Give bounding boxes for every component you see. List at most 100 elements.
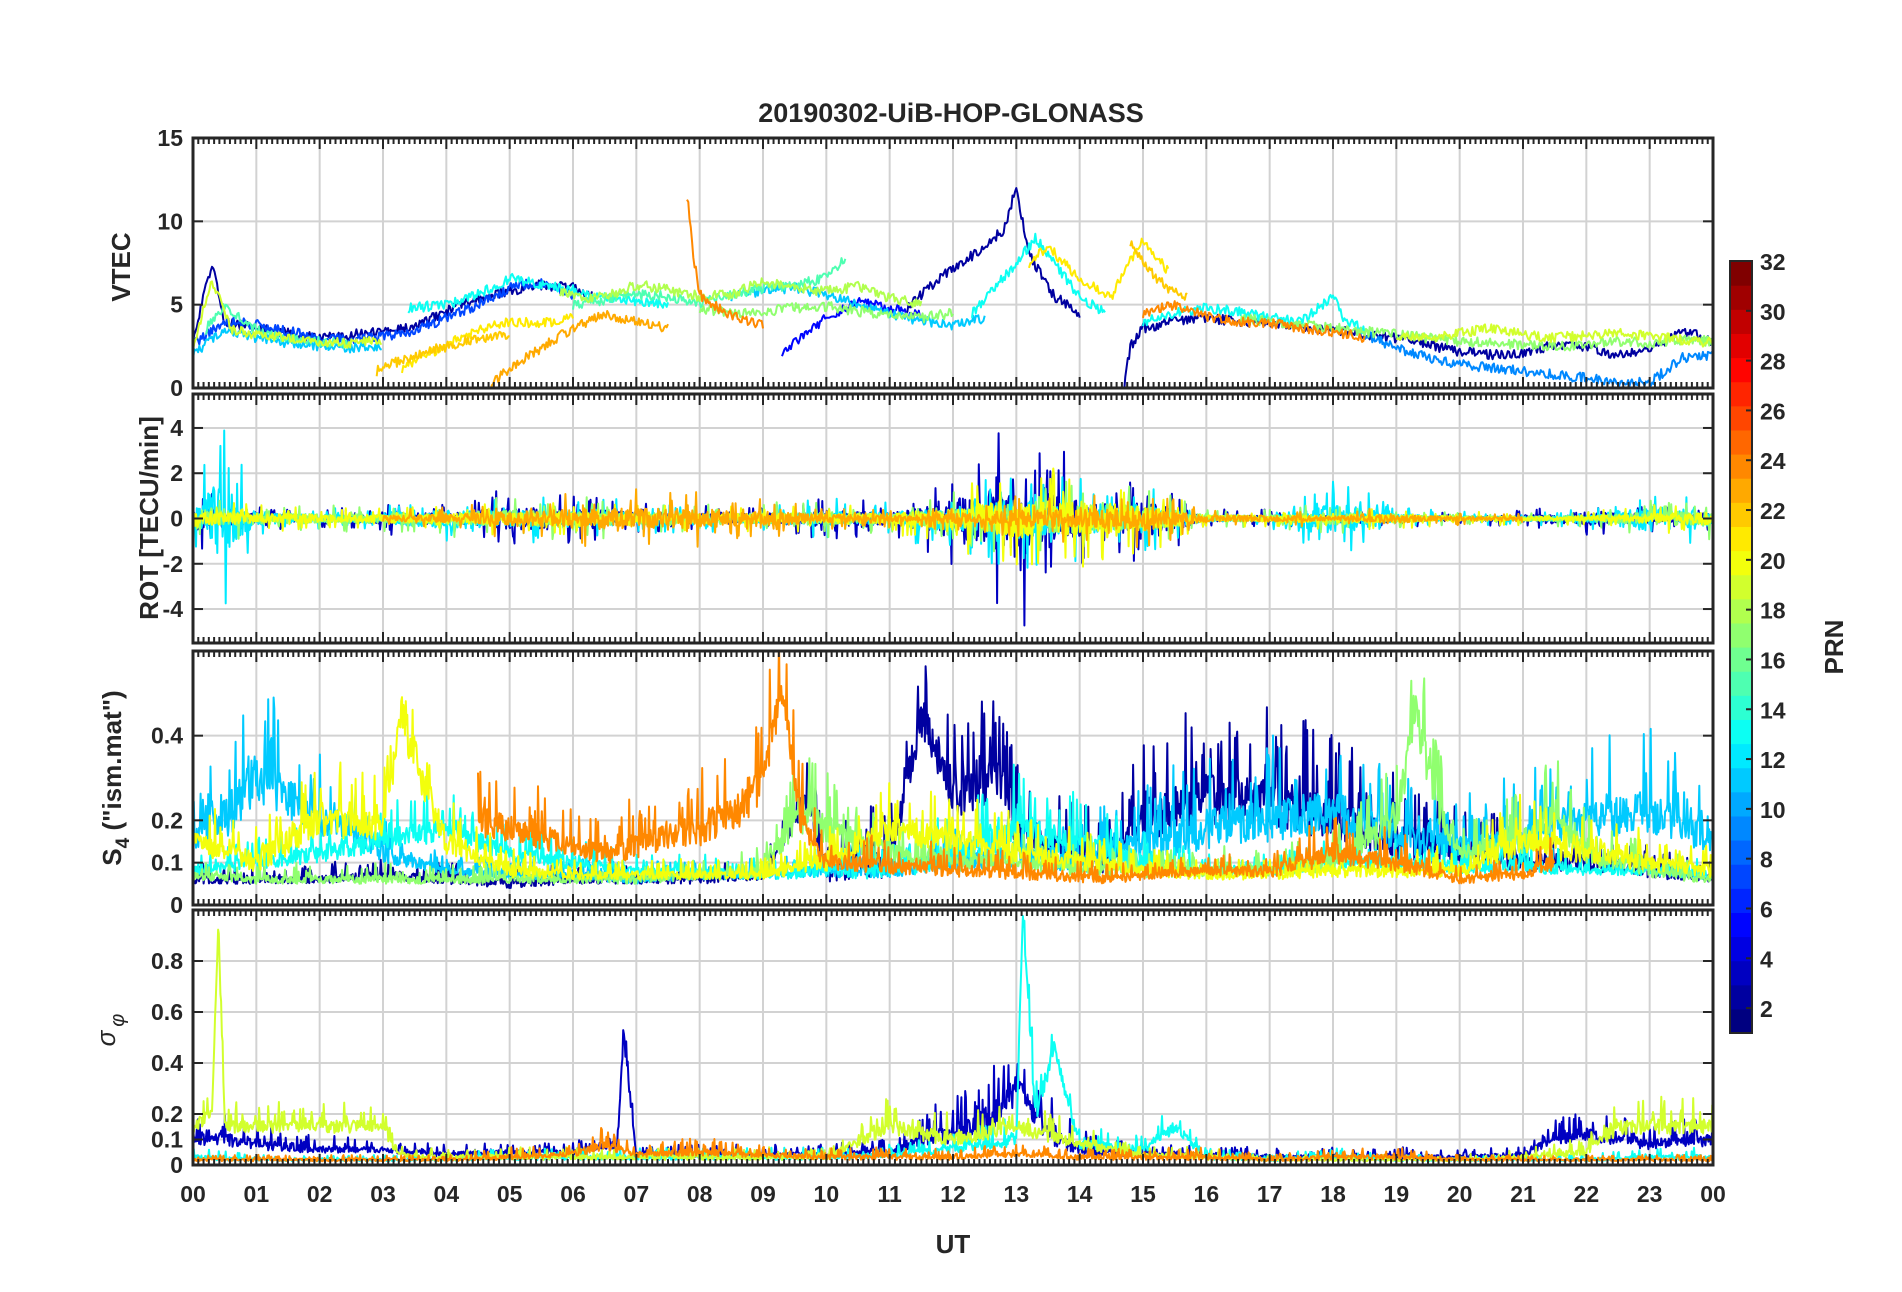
y-tick-label: 2 — [170, 460, 183, 486]
colorbar-segment — [1730, 502, 1752, 527]
series-line-prn-20 — [193, 696, 1713, 881]
colorbar-segment — [1730, 622, 1752, 648]
colorbar-segment — [1730, 1008, 1752, 1034]
colorbar-segment — [1730, 333, 1752, 359]
colorbar-segment — [1730, 912, 1752, 938]
series-line-prn-24 — [477, 651, 1556, 885]
y-axis-label-rot: ROT [TECU/min] — [134, 416, 164, 620]
colorbar-segment — [1730, 791, 1752, 817]
colorbar-segment — [1730, 936, 1752, 962]
x-tick-label: 04 — [434, 1181, 460, 1207]
colorbar-segment — [1730, 550, 1752, 576]
colorbar-segment — [1730, 598, 1752, 624]
colorbar-tick-label: 8 — [1760, 847, 1773, 873]
x-axis-label: UT — [936, 1229, 971, 1259]
x-tick-label: 06 — [560, 1181, 586, 1207]
y-tick-label: 4 — [170, 415, 183, 441]
y-tick-label: -4 — [163, 596, 184, 622]
y-ticks: -4 -2 0 2 4 — [163, 415, 1713, 622]
x-tick-label: 16 — [1194, 1181, 1220, 1207]
x-ticks — [192, 138, 1714, 388]
colorbar-tick-label: 28 — [1760, 349, 1786, 375]
y-tick-label: 0 — [170, 375, 183, 401]
x-tick-label: 10 — [814, 1181, 840, 1207]
series-group — [193, 187, 1713, 388]
x-tick-label: 00 — [1700, 1181, 1726, 1207]
chart-title: 20190302-UiB-HOP-GLONASS — [758, 98, 1144, 128]
y-axis-label-vtec: VTEC — [106, 232, 136, 302]
colorbar-segment — [1730, 381, 1752, 407]
y-tick-label: 0 — [170, 892, 183, 918]
y-tick-label: 0.2 — [151, 807, 183, 833]
colorbar-segment — [1730, 671, 1752, 696]
colorbar-tick-label: 6 — [1760, 896, 1773, 922]
y-tick-label: 0.4 — [151, 723, 183, 749]
y-tick-label: 0.2 — [151, 1101, 183, 1127]
colorbar-tick-label: 14 — [1760, 697, 1786, 723]
panel-s4: 0 0.1 0.2 0.4 S4 ("ism.mat") — [97, 649, 1715, 918]
y-tick-label: 0.1 — [151, 850, 183, 876]
series-line-prn-19 — [1395, 323, 1713, 348]
colorbar-tick-label: 4 — [1760, 946, 1773, 972]
series-line-prn-13 — [971, 232, 1106, 319]
x-tick-label: 13 — [1004, 1181, 1030, 1207]
colorbar-segment — [1730, 719, 1752, 745]
series-line-prn-24 — [686, 199, 764, 329]
colorbar-segment — [1730, 454, 1752, 479]
colorbar-segment — [1730, 429, 1752, 455]
colorbar-segment — [1730, 309, 1752, 334]
y-ticks: 00.10.2 0.4 0.6 0.8 — [151, 948, 1713, 1178]
x-tick-label: 02 — [307, 1181, 333, 1207]
colorbar-segment — [1730, 695, 1752, 720]
colorbar-segment — [1730, 888, 1752, 913]
colorbar-tick-label: 24 — [1760, 448, 1786, 474]
series-line-prn-19 — [193, 280, 382, 352]
colorbar-segment — [1730, 864, 1752, 889]
y-axis-label-s4: S4 ("ism.mat") — [97, 690, 134, 865]
series-line-prn-2 — [901, 187, 1081, 319]
colorbar-segment — [1730, 357, 1752, 383]
colorbar-tick-label: 12 — [1760, 747, 1786, 773]
x-tick-label: 12 — [940, 1181, 966, 1207]
y-tick-label: 10 — [157, 208, 183, 234]
colorbar-segment — [1730, 984, 1752, 1010]
colorbar-segment — [1730, 815, 1752, 841]
colorbar-tick-label: 20 — [1760, 548, 1786, 574]
x-ticks — [192, 651, 1714, 905]
colorbar-tick-label: 18 — [1760, 598, 1786, 624]
x-ticks — [192, 394, 1714, 643]
series-line-prn-7 — [193, 278, 574, 350]
colorbar-segment — [1730, 526, 1752, 552]
colorbar-tick-label: 2 — [1760, 996, 1773, 1022]
colorbar-segment — [1730, 574, 1752, 600]
series-line-prn-15 — [204, 303, 351, 350]
x-tick-label: 23 — [1637, 1181, 1663, 1207]
series-line-prn-13 — [407, 272, 669, 314]
y-axis-label-sigma: σφ — [91, 1014, 129, 1047]
colorbar-tick-label: 22 — [1760, 498, 1786, 524]
colorbar-label: PRN — [1819, 620, 1849, 675]
y-ticks: 0 5 10 15 — [157, 125, 1713, 401]
x-tick-label: 03 — [370, 1181, 396, 1207]
colorbar-segment — [1730, 960, 1752, 986]
y-tick-label: 15 — [157, 125, 183, 151]
x-tick-label: 05 — [497, 1181, 523, 1207]
x-tick-label: 07 — [624, 1181, 650, 1207]
y-tick-label: 0 — [170, 506, 183, 532]
x-tick-label: 08 — [687, 1181, 713, 1207]
colorbar-segment — [1730, 743, 1752, 769]
series-line-prn-11 — [730, 282, 986, 331]
series-group — [193, 429, 1713, 627]
colorbar-tick-label: 32 — [1760, 249, 1786, 275]
x-tick-label: 11 — [878, 1181, 903, 1207]
series-line-prn-23 — [382, 488, 1524, 549]
x-tick-label: 15 — [1130, 1181, 1156, 1207]
colorbar-tick-label: 26 — [1760, 398, 1786, 424]
panel-vtec: 0 5 10 15 VTEC — [106, 125, 1715, 401]
series-line-prn-21 — [1028, 237, 1170, 300]
y-ticks: 0 0.1 0.2 0.4 — [151, 723, 1713, 918]
series-line-prn-5 — [781, 297, 923, 357]
x-tick-label: 20 — [1447, 1181, 1473, 1207]
